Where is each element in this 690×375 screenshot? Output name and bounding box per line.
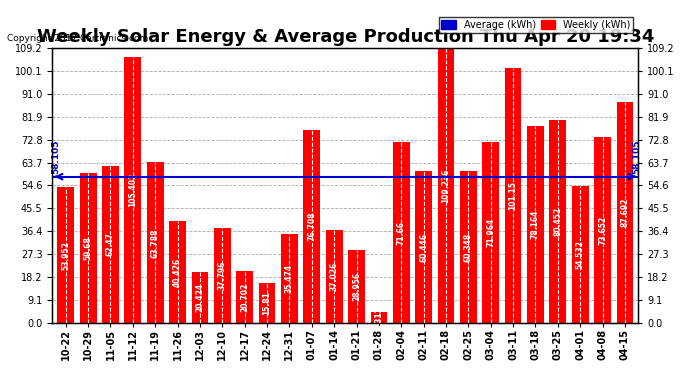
- Legend: Average (kWh), Weekly (kWh): Average (kWh), Weekly (kWh): [439, 17, 633, 33]
- Title: Weekly Solar Energy & Average Production Thu Apr 20 19:34: Weekly Solar Energy & Average Production…: [37, 28, 654, 46]
- Text: 109.236: 109.236: [442, 168, 451, 202]
- Bar: [214, 228, 230, 323]
- Text: 73.652: 73.652: [598, 216, 607, 245]
- Text: 54.532: 54.532: [575, 240, 584, 269]
- Bar: [437, 48, 455, 323]
- Bar: [281, 234, 298, 323]
- Bar: [124, 57, 141, 323]
- Bar: [169, 221, 186, 323]
- Bar: [102, 166, 119, 323]
- Text: 80.452: 80.452: [553, 207, 562, 236]
- Text: 20.424: 20.424: [195, 283, 204, 312]
- Bar: [393, 142, 410, 323]
- Bar: [617, 102, 633, 323]
- Text: 35.474: 35.474: [285, 264, 294, 293]
- Bar: [236, 271, 253, 323]
- Text: 59.68: 59.68: [83, 236, 92, 260]
- Text: 71.66: 71.66: [397, 221, 406, 245]
- Bar: [415, 171, 432, 323]
- Text: 4.312: 4.312: [375, 306, 384, 330]
- Text: 60.348: 60.348: [464, 232, 473, 262]
- Bar: [326, 230, 342, 323]
- Text: 105.402: 105.402: [128, 173, 137, 207]
- Bar: [504, 68, 522, 323]
- Bar: [549, 120, 566, 323]
- Bar: [594, 137, 611, 323]
- Text: 37.796: 37.796: [218, 261, 227, 290]
- Text: 58.105: 58.105: [633, 140, 642, 174]
- Text: 101.15: 101.15: [509, 181, 518, 210]
- Bar: [460, 171, 477, 323]
- Bar: [482, 142, 499, 323]
- Bar: [147, 162, 164, 323]
- Text: 78.164: 78.164: [531, 210, 540, 239]
- Text: 63.788: 63.788: [150, 228, 159, 258]
- Text: 40.426: 40.426: [173, 258, 182, 287]
- Bar: [259, 284, 275, 323]
- Bar: [80, 172, 97, 323]
- Bar: [192, 272, 208, 323]
- Bar: [572, 186, 589, 323]
- Text: 87.692: 87.692: [620, 198, 629, 227]
- Text: 37.026: 37.026: [330, 262, 339, 291]
- Text: Copyright 2017 Cartronics.com: Copyright 2017 Cartronics.com: [7, 34, 148, 43]
- Text: 15.81: 15.81: [263, 291, 272, 315]
- Text: 71.964: 71.964: [486, 218, 495, 247]
- Text: 20.702: 20.702: [240, 283, 249, 312]
- Bar: [371, 312, 387, 323]
- Bar: [348, 250, 365, 323]
- Text: 28.956: 28.956: [352, 272, 361, 302]
- Text: 53.952: 53.952: [61, 241, 70, 270]
- Bar: [527, 126, 544, 323]
- Text: 58.105: 58.105: [51, 140, 60, 174]
- Bar: [57, 187, 74, 323]
- Text: 60.446: 60.446: [419, 232, 428, 262]
- Bar: [304, 130, 320, 323]
- Text: 62.47: 62.47: [106, 232, 115, 256]
- Text: 76.708: 76.708: [307, 212, 316, 241]
